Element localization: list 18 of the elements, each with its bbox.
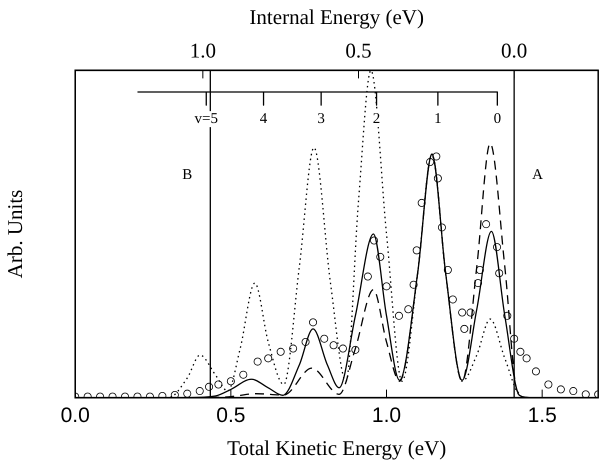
y-axis-title: Arb. Units: [3, 190, 28, 278]
x-tick-label: 0.0: [60, 404, 90, 427]
x-tick-label: 0.5: [216, 404, 246, 427]
x2-tick-label: 0.5: [345, 38, 372, 62]
annotation: 3: [317, 111, 325, 128]
x-tick-label: 1.5: [528, 404, 557, 427]
ref-line-label: A: [532, 167, 544, 184]
x-axis-title: Total Kinetic Energy (eV): [227, 436, 446, 460]
annotation: 4: [260, 111, 268, 128]
annotation: v=5: [194, 111, 218, 128]
x2-tick-label: 0.0: [501, 38, 528, 62]
ref-line-label: B: [182, 167, 192, 184]
annotation: 1: [434, 111, 442, 128]
x2-axis-title: Internal Energy (eV): [249, 5, 424, 30]
x2-tick-label: 1.0: [190, 38, 216, 62]
annotation: 2: [372, 111, 380, 128]
x-tick-label: 1.0: [372, 404, 402, 427]
annotation: 0: [494, 111, 502, 128]
